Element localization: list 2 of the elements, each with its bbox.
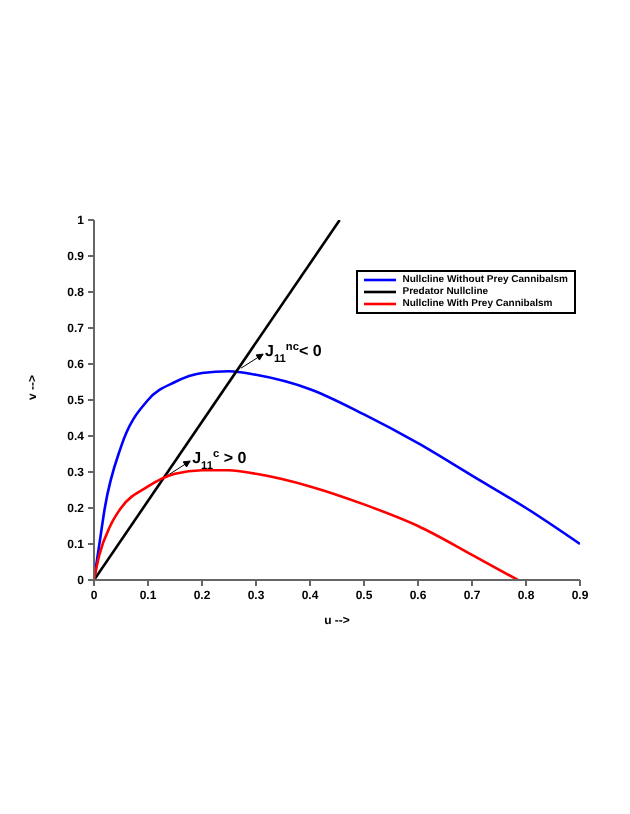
annotation: J$_{11}$$^{nc}$< 0 (265, 342, 323, 367)
annotation: J$_{11}$$^{c}$ > 0 (192, 449, 248, 474)
